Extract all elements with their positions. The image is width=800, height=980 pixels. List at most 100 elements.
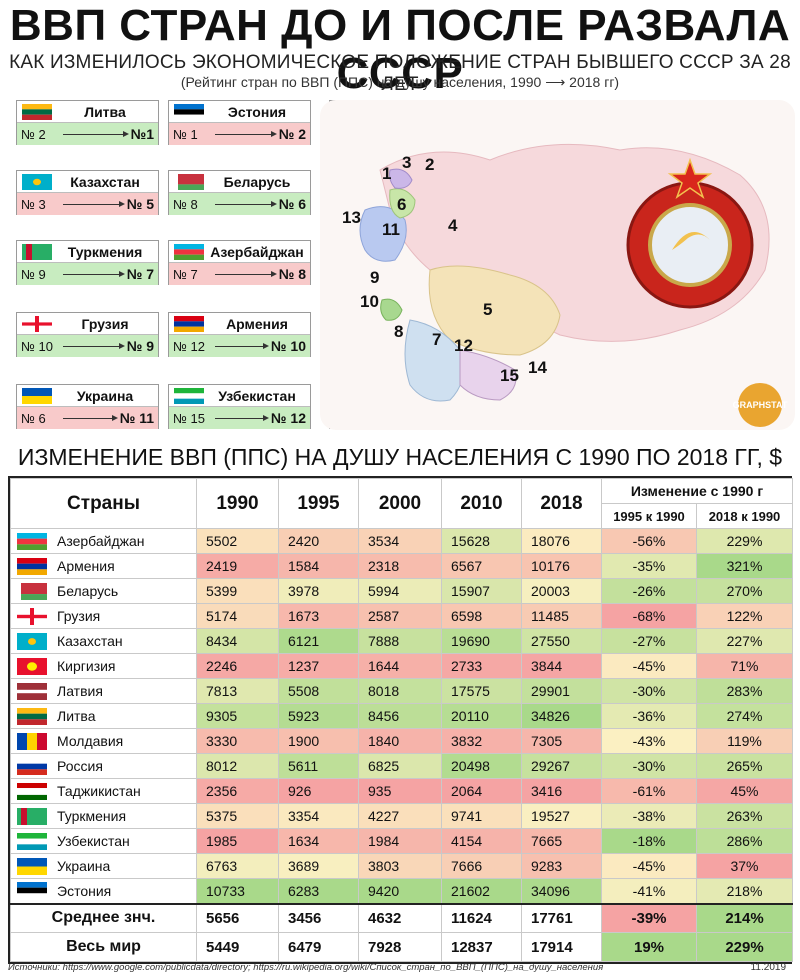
arrow-right-icon bbox=[61, 341, 125, 351]
region-central-asia bbox=[404, 319, 464, 402]
country-name: Грузия bbox=[57, 608, 101, 624]
summary-value-cell: 17914 bbox=[521, 932, 602, 962]
gdp-table: Страны 1990 1995 2000 2010 2018 Изменени… bbox=[8, 476, 793, 964]
page-title: ВВП СТРАН ДО И ПОСЛЕ РАЗВАЛА СССР bbox=[9, 1, 791, 98]
gdp-value-cell: 4154 bbox=[441, 828, 522, 854]
country-cell: Туркмения bbox=[10, 803, 197, 829]
gdp-value-cell: 7888 bbox=[358, 628, 442, 654]
country-cell: Армения bbox=[10, 553, 197, 579]
flag-kyrgyzstan-icon bbox=[17, 657, 47, 675]
gdp-value-cell: 7665 bbox=[521, 828, 602, 854]
map-num-14: 14 bbox=[528, 358, 547, 377]
change-1995-cell: -45% bbox=[601, 653, 697, 679]
flag-belarus-icon bbox=[174, 173, 204, 190]
arrow-right-icon bbox=[61, 413, 118, 423]
col-header-country: Страны bbox=[10, 478, 197, 529]
gdp-value-cell: 1985 bbox=[196, 828, 279, 854]
change-1995-cell: -41% bbox=[601, 878, 697, 904]
summary-value-cell: 5656 bbox=[196, 902, 279, 933]
arrow-right-icon bbox=[61, 199, 125, 209]
rank-card-country: Туркмения bbox=[67, 243, 143, 260]
country-name: Беларусь bbox=[57, 583, 119, 599]
flag-ukraine-icon bbox=[22, 387, 52, 404]
logo-text: GRAPHSTAT bbox=[733, 400, 788, 410]
country-name: Литва bbox=[57, 708, 96, 724]
gdp-value-cell: 5174 bbox=[196, 603, 279, 629]
rank-2018: № 8 bbox=[278, 266, 306, 282]
country-cell: Эстония bbox=[10, 878, 197, 904]
summary-row: Среднее знч. 5656 3456 4632 11624 17761 -39% 21… bbox=[10, 902, 793, 933]
table-row: Эстония 10733 6283 9420 21602 34096 -41% 218% bbox=[10, 878, 793, 904]
gdp-value-cell: 2318 bbox=[358, 553, 442, 579]
map-svg: GRAPHSTAT bbox=[359, 143, 788, 427]
flag-uzbekistan-icon bbox=[174, 387, 204, 404]
gdp-value-cell: 3534 bbox=[358, 528, 442, 554]
col-header-1995: 1995 bbox=[278, 478, 359, 529]
sources-note: Источники: https://www.google.com/public… bbox=[8, 962, 604, 973]
gdp-value-cell: 3832 bbox=[441, 728, 522, 754]
flag-estonia-icon bbox=[174, 103, 204, 120]
gdp-value-cell: 18076 bbox=[521, 528, 602, 554]
region-baltics bbox=[389, 168, 413, 189]
country-cell: Грузия bbox=[10, 603, 197, 629]
change-1995-cell: -18% bbox=[601, 828, 697, 854]
map-num-9: 9 bbox=[370, 268, 380, 287]
table-row: Россия 8012 5611 6825 20498 29267 -30% 265% bbox=[10, 753, 793, 779]
flag-azerbaijan-icon bbox=[17, 532, 47, 550]
arrow-right-icon bbox=[61, 269, 125, 279]
gdp-value-cell: 2246 bbox=[196, 653, 279, 679]
gdp-value-cell: 3416 bbox=[521, 778, 602, 804]
rank-card-lithuania: Литва № 2 №1 bbox=[16, 100, 159, 145]
table-row: Беларусь 5399 3978 5994 15907 20003 -26% 270% bbox=[10, 578, 793, 604]
gdp-value-cell: 1584 bbox=[278, 553, 359, 579]
rank-card-country: Украина bbox=[76, 387, 134, 404]
gdp-value-cell: 5508 bbox=[278, 678, 359, 704]
flag-turkmenistan-icon bbox=[22, 243, 52, 260]
rank-card-country: Казахстан bbox=[70, 173, 140, 190]
rank-card-turkmenistan: Туркмения № 9 № 7 bbox=[16, 240, 159, 285]
gdp-value-cell: 9741 bbox=[441, 803, 522, 829]
gdp-value-cell: 17575 bbox=[441, 678, 522, 704]
flag-turkmenistan-icon bbox=[17, 807, 47, 825]
change-1995-cell: -27% bbox=[601, 628, 697, 654]
summary-label: Весь мир bbox=[10, 932, 197, 962]
gdp-value-cell: 19690 bbox=[441, 628, 522, 654]
summary-change-2018: 229% bbox=[696, 932, 793, 962]
map-num-10: 10 bbox=[360, 292, 379, 311]
gdp-value-cell: 34826 bbox=[521, 703, 602, 729]
country-name: Эстония bbox=[57, 882, 112, 899]
map-num-5: 5 bbox=[483, 300, 493, 319]
change-2018-cell: 286% bbox=[696, 828, 793, 854]
map-num-12: 12 bbox=[454, 336, 473, 355]
emblem-sickle bbox=[672, 232, 710, 250]
arrow-right-icon bbox=[213, 199, 277, 209]
region-caucasus bbox=[380, 298, 403, 321]
gdp-value-cell: 2733 bbox=[441, 653, 522, 679]
gdp-value-cell: 9420 bbox=[358, 878, 442, 904]
rank-card-country: Армения bbox=[226, 315, 288, 332]
arrow-right-icon bbox=[213, 269, 277, 279]
flag-latvia-icon bbox=[17, 682, 47, 700]
table-row: Туркмения 5375 3354 4227 9741 19527 -38% 263% bbox=[10, 803, 793, 829]
gdp-value-cell: 6598 bbox=[441, 603, 522, 629]
logo-badge bbox=[738, 383, 782, 427]
gdp-value-cell: 1237 bbox=[278, 653, 359, 679]
gdp-value-cell: 1900 bbox=[278, 728, 359, 754]
summary-value-cell: 4632 bbox=[358, 902, 442, 933]
gdp-value-cell: 3330 bbox=[196, 728, 279, 754]
country-cell: Азербайджан bbox=[10, 528, 197, 554]
table-row: Армения 2419 1584 2318 6567 10176 -35% 321% bbox=[10, 553, 793, 579]
rank-2018: №1 bbox=[130, 126, 154, 142]
gdp-value-cell: 20003 bbox=[521, 578, 602, 604]
rank-1990: № 2 bbox=[21, 126, 46, 142]
country-cell: Россия bbox=[10, 753, 197, 779]
map-num-2: 2 bbox=[425, 155, 435, 174]
change-1995-cell: -36% bbox=[601, 703, 697, 729]
gdp-value-cell: 7305 bbox=[521, 728, 602, 754]
col-header-change: Изменение с 1990 г bbox=[601, 478, 793, 504]
map-num-15: 15 bbox=[500, 366, 519, 385]
flag-ukraine-icon bbox=[17, 857, 47, 875]
rank-2018: № 10 bbox=[270, 338, 306, 354]
flag-georgia-icon bbox=[17, 607, 47, 625]
summary-change-2018: 214% bbox=[696, 902, 793, 933]
